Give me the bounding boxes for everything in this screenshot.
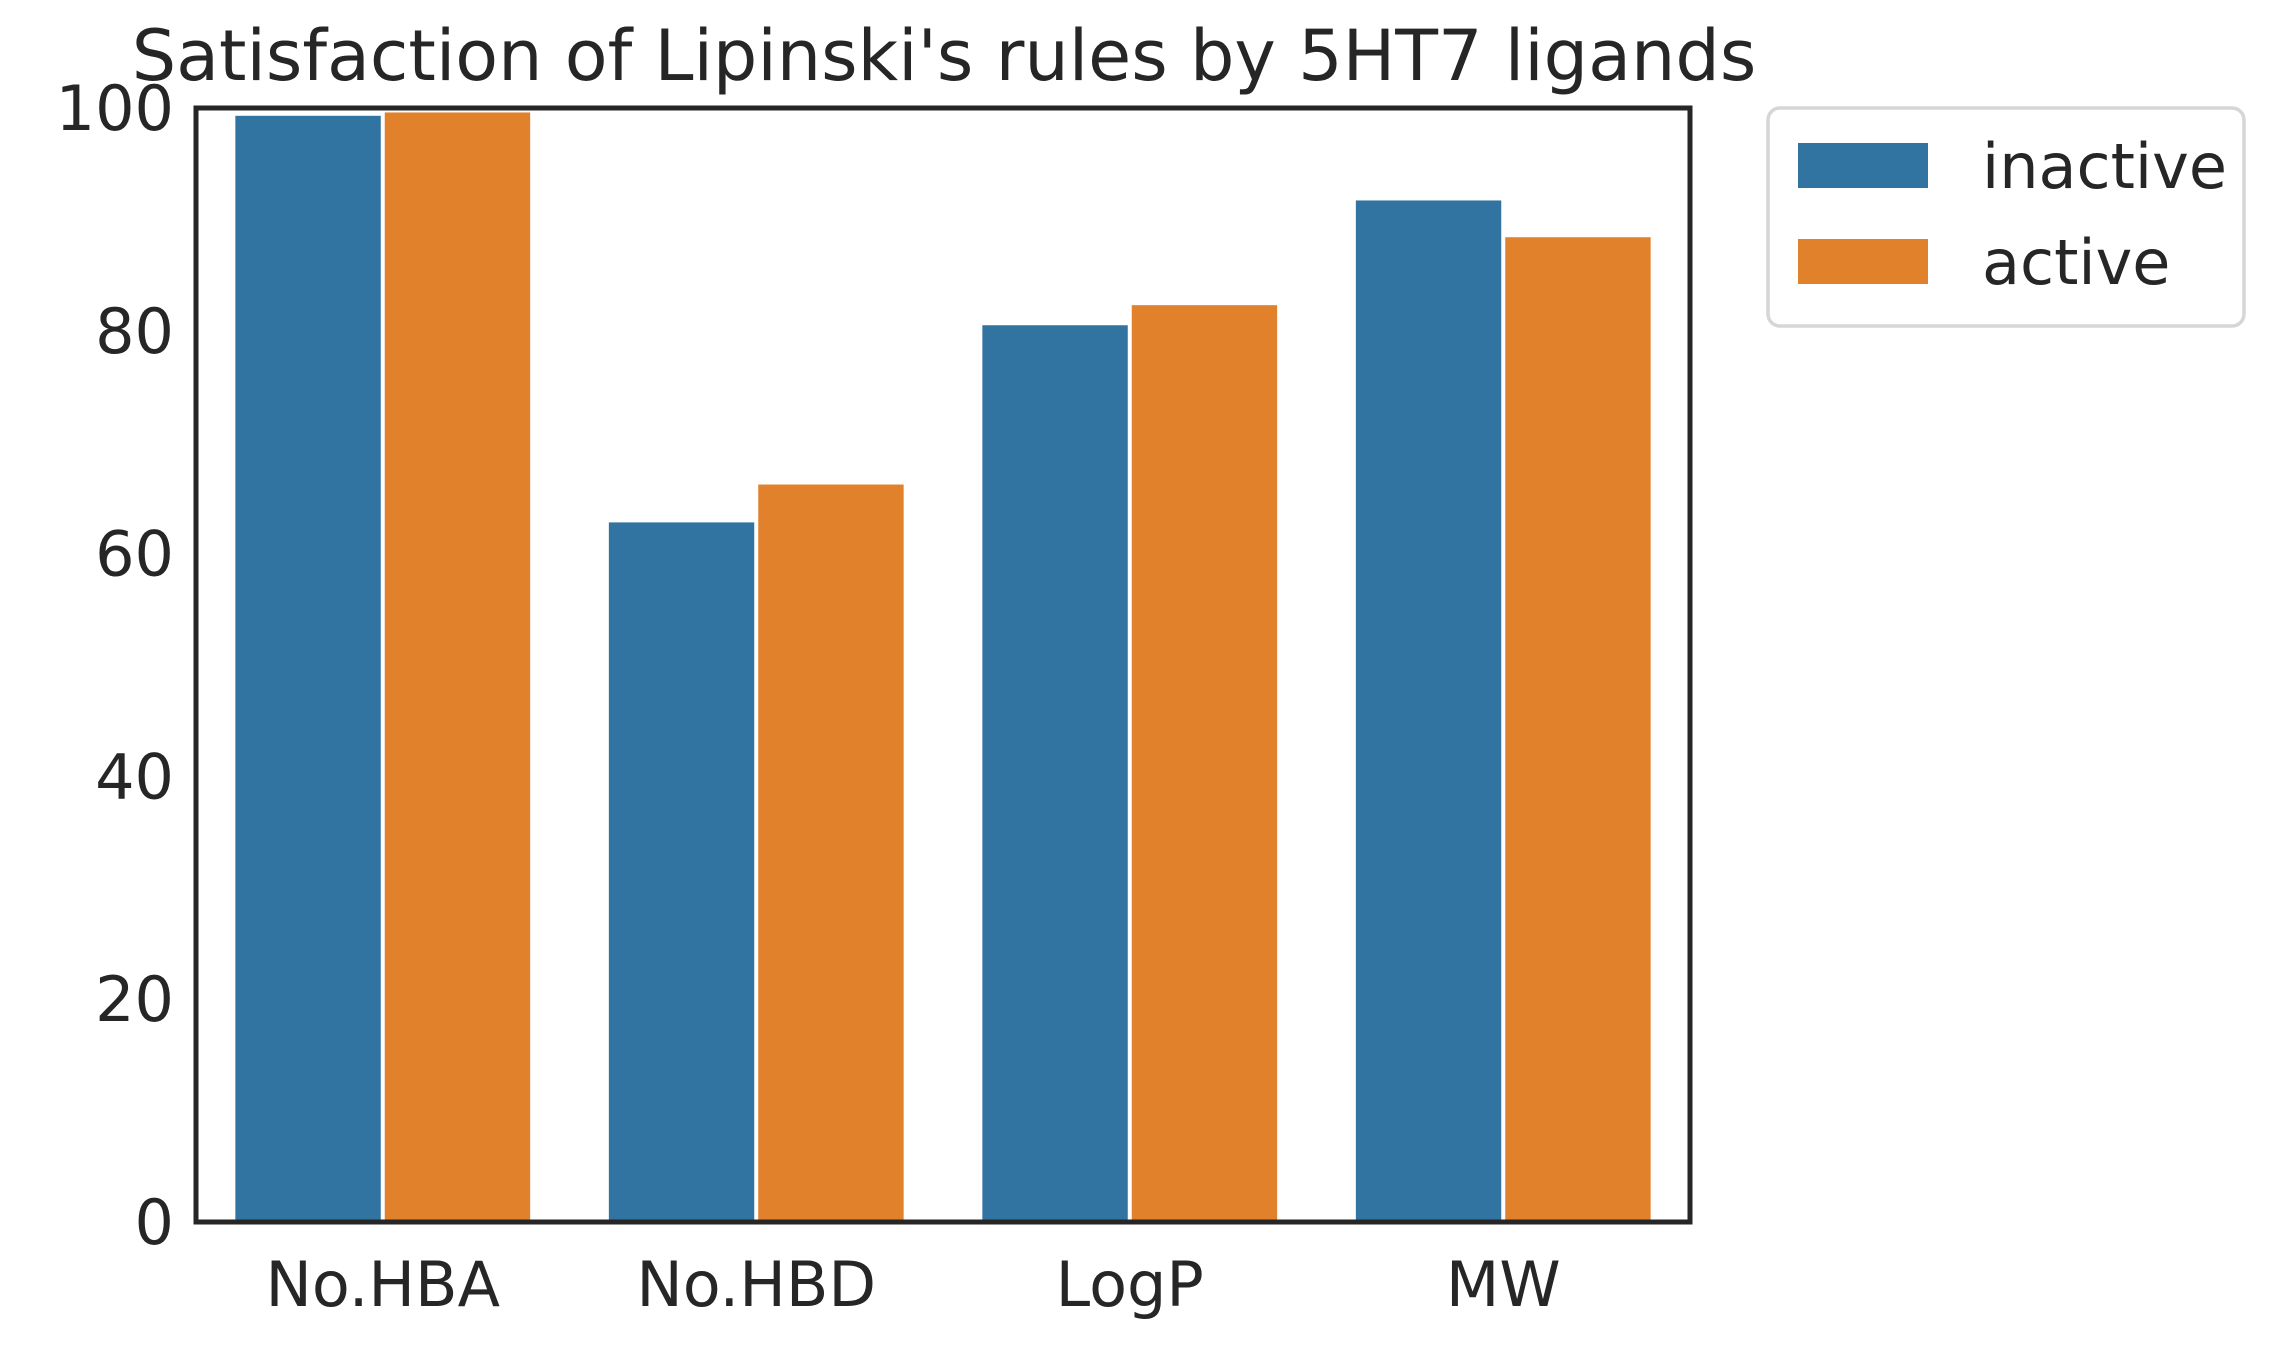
y-tick-label: 100 [56, 72, 174, 145]
x-tick-label: No.HBD [636, 1248, 876, 1321]
y-tick-label: 0 [135, 1186, 174, 1259]
y-tick-label: 20 [95, 963, 174, 1036]
legend-swatch-active [1798, 239, 1928, 284]
legend-label-inactive: inactive [1982, 130, 2227, 203]
chart-title: Satisfaction of Lipinski's rules by 5HT7… [132, 15, 1757, 97]
bar-inactive-no-hbd [608, 522, 755, 1222]
x-tick-label: No.HBA [266, 1248, 501, 1321]
legend: inactive active [1766, 106, 2246, 328]
bars-layer [235, 112, 1651, 1223]
bar-active-mw [1505, 237, 1651, 1223]
bar-inactive-logp [982, 325, 1128, 1223]
bar-active-no-hba [384, 112, 531, 1223]
legend-swatch-inactive [1798, 143, 1928, 188]
y-tick-label: 60 [95, 518, 174, 591]
bar-inactive-no-hba [235, 115, 381, 1222]
y-tick-label: 80 [95, 295, 174, 368]
legend-label-active: active [1982, 226, 2170, 299]
bar-inactive-mw [1355, 200, 1502, 1222]
bar-active-no-hbd [758, 484, 904, 1222]
x-tick-label: LogP [1056, 1248, 1204, 1321]
axes-layer: No.HBA No.HBD LogP MW 0 20 40 60 80 100 [56, 72, 1693, 1321]
bar-active-logp [1131, 305, 1278, 1222]
plot-frame [193, 105, 1693, 1225]
y-tick-label: 40 [95, 740, 174, 813]
x-tick-label: MW [1446, 1248, 1561, 1321]
